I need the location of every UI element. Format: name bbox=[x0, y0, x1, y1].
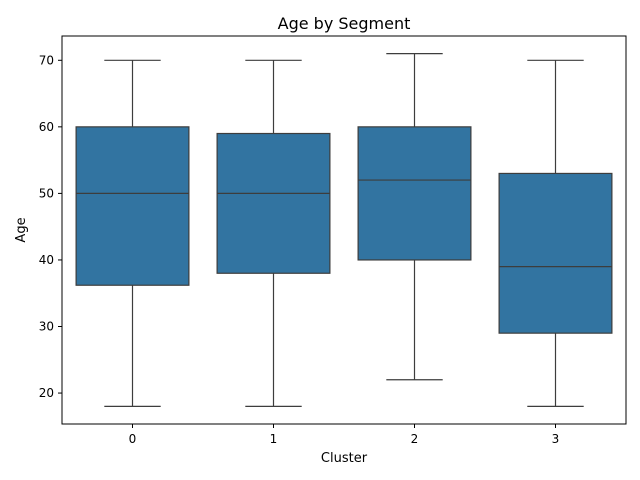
x-tick-label: 1 bbox=[270, 432, 278, 446]
y-tick-label: 60 bbox=[39, 120, 54, 134]
chart-title: Age by Segment bbox=[278, 14, 411, 33]
box-group-3 bbox=[498, 59, 613, 407]
plot-frame bbox=[61, 35, 627, 425]
box-group-0 bbox=[75, 59, 190, 407]
iqr-box bbox=[75, 126, 190, 286]
y-axis-label: Age bbox=[14, 217, 29, 242]
y-tick-label: 20 bbox=[39, 386, 54, 400]
x-axis-label: Cluster bbox=[321, 451, 368, 466]
iqr-box bbox=[216, 132, 331, 274]
plot-area: 20 30 40 50 60 70 0 1 2 3 bbox=[39, 35, 627, 446]
x-tick-label: 0 bbox=[129, 432, 137, 446]
x-tick-label: 2 bbox=[411, 432, 419, 446]
iqr-box bbox=[498, 172, 613, 334]
y-tick-label: 50 bbox=[39, 186, 54, 200]
box-group-1 bbox=[216, 59, 331, 407]
y-tick-label: 70 bbox=[39, 53, 54, 67]
iqr-box bbox=[357, 126, 472, 261]
y-tick-label: 30 bbox=[39, 320, 54, 334]
x-tick-label: 3 bbox=[552, 432, 560, 446]
y-tick-label: 40 bbox=[39, 253, 54, 267]
box-group-2 bbox=[357, 53, 472, 381]
